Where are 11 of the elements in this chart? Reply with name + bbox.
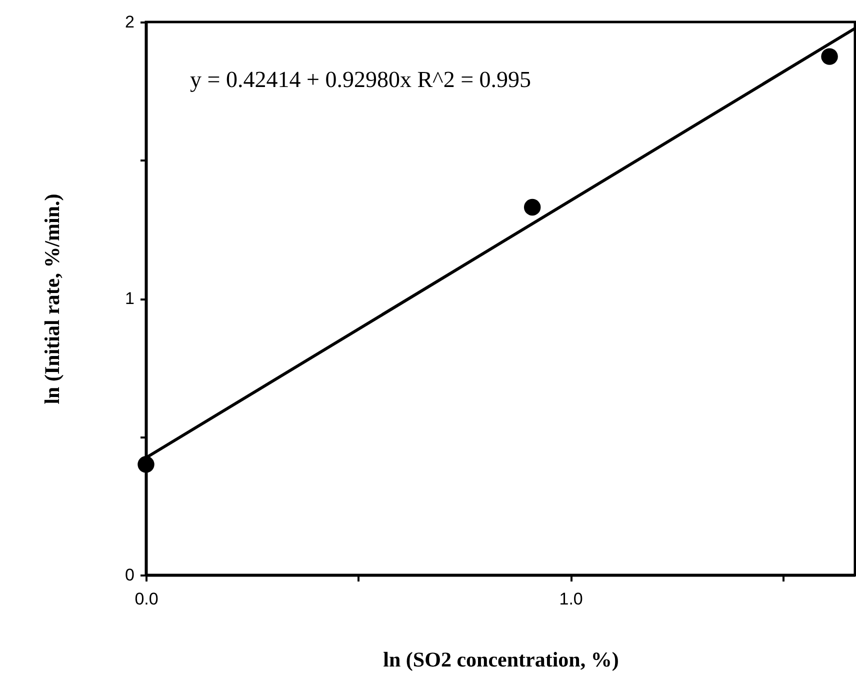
x-tick-label: 0.0 [134,590,158,608]
point [524,198,541,216]
point [821,48,838,65]
x-tick-label: 1.0 [559,590,583,608]
y-tick-label: 2 [125,12,134,32]
point [138,456,154,473]
y-tick-label: 1 [125,289,134,308]
y-axis-title: ln (Initial rate, %/min.) [40,194,64,404]
y-tick-label: 0 [125,566,134,584]
annotation: y = 0.42414 + 0.92980x R^2 = 0.995 [190,67,532,92]
x-axis-title: ln (SO2 concentration, %) [383,648,619,672]
